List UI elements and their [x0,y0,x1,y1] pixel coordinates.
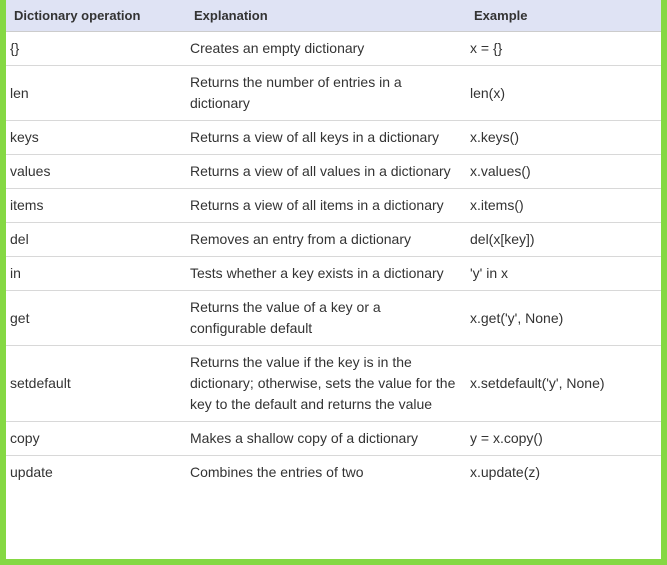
header-operation: Dictionary operation [6,0,186,32]
cell-example: x.get('y', None) [466,291,661,346]
cell-example: x.update(z) [466,456,661,490]
header-explanation: Explanation [186,0,466,32]
cell-operation: len [6,66,186,121]
cell-example: x.values() [466,155,661,189]
table-row: update Combines the entries of two x.upd… [6,456,661,490]
cell-explanation: Removes an entry from a dictionary [186,223,466,257]
dictionary-operations-table: Dictionary operation Explanation Example… [6,0,661,489]
table-row: {} Creates an empty dictionary x = {} [6,32,661,66]
cell-operation: in [6,257,186,291]
cell-explanation: Creates an empty dictionary [186,32,466,66]
cell-example: len(x) [466,66,661,121]
table-row: del Removes an entry from a dictionary d… [6,223,661,257]
cell-explanation: Tests whether a key exists in a dictiona… [186,257,466,291]
cell-explanation: Returns the value of a key or a configur… [186,291,466,346]
cell-example: x.setdefault('y', None) [466,346,661,422]
cell-explanation: Returns a view of all values in a dictio… [186,155,466,189]
table-row: keys Returns a view of all keys in a dic… [6,121,661,155]
table-row: items Returns a view of all items in a d… [6,189,661,223]
cell-operation: del [6,223,186,257]
cell-operation: items [6,189,186,223]
cell-operation: update [6,456,186,490]
cell-explanation: Combines the entries of two [186,456,466,490]
cell-example: 'y' in x [466,257,661,291]
cell-operation: setdefault [6,346,186,422]
cell-explanation: Returns the value if the key is in the d… [186,346,466,422]
table-header-row: Dictionary operation Explanation Example [6,0,661,32]
table-row: setdefault Returns the value if the key … [6,346,661,422]
cell-operation: get [6,291,186,346]
table-row: copy Makes a shallow copy of a dictionar… [6,422,661,456]
cell-explanation: Makes a shallow copy of a dictionary [186,422,466,456]
header-example: Example [466,0,661,32]
table-row: values Returns a view of all values in a… [6,155,661,189]
cell-operation: values [6,155,186,189]
table-row: get Returns the value of a key or a conf… [6,291,661,346]
cell-operation: copy [6,422,186,456]
cell-explanation: Returns the number of entries in a dicti… [186,66,466,121]
table-frame: Dictionary operation Explanation Example… [0,0,667,565]
cell-example: x.keys() [466,121,661,155]
cell-example: y = x.copy() [466,422,661,456]
cell-explanation: Returns a view of all items in a diction… [186,189,466,223]
table-row: len Returns the number of entries in a d… [6,66,661,121]
cell-example: x.items() [466,189,661,223]
cell-operation: keys [6,121,186,155]
table-body: {} Creates an empty dictionary x = {} le… [6,32,661,490]
table-row: in Tests whether a key exists in a dicti… [6,257,661,291]
cell-example: del(x[key]) [466,223,661,257]
cell-explanation: Returns a view of all keys in a dictiona… [186,121,466,155]
cell-operation: {} [6,32,186,66]
cell-example: x = {} [466,32,661,66]
